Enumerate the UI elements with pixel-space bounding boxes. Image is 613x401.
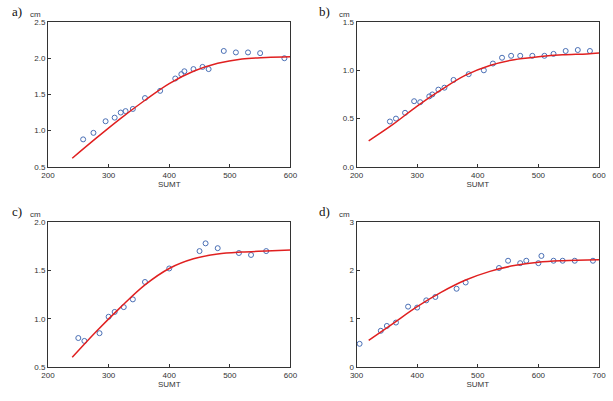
svg-text:200: 200 — [41, 371, 55, 380]
svg-text:1.5: 1.5 — [343, 18, 355, 27]
svg-text:400: 400 — [163, 171, 177, 180]
svg-text:cm: cm — [30, 10, 41, 19]
svg-text:d): d) — [319, 204, 330, 219]
svg-text:2.0: 2.0 — [34, 218, 46, 227]
svg-text:500: 500 — [223, 371, 237, 380]
svg-text:300: 300 — [102, 171, 116, 180]
svg-text:cm: cm — [339, 210, 350, 219]
svg-text:500: 500 — [532, 171, 546, 180]
svg-text:600: 600 — [592, 171, 606, 180]
svg-text:600: 600 — [284, 171, 298, 180]
svg-text:cm: cm — [30, 210, 41, 219]
svg-text:600: 600 — [532, 371, 546, 380]
svg-text:SUMT: SUMT — [158, 180, 181, 189]
svg-text:1.5: 1.5 — [34, 266, 46, 275]
svg-text:0.5: 0.5 — [343, 114, 355, 123]
svg-text:300: 300 — [102, 371, 116, 380]
svg-text:700: 700 — [592, 371, 606, 380]
svg-text:500: 500 — [223, 171, 237, 180]
svg-text:500: 500 — [471, 371, 485, 380]
svg-text:0: 0 — [350, 363, 355, 372]
svg-text:3: 3 — [350, 218, 355, 227]
svg-text:200: 200 — [41, 171, 55, 180]
svg-text:1.5: 1.5 — [34, 90, 46, 99]
svg-text:0.5: 0.5 — [34, 163, 46, 172]
svg-text:SUMT: SUMT — [158, 380, 181, 389]
svg-text:2.5: 2.5 — [34, 18, 46, 27]
svg-text:200: 200 — [350, 171, 364, 180]
svg-text:600: 600 — [284, 371, 298, 380]
svg-text:a): a) — [12, 4, 22, 19]
svg-text:SUMT: SUMT — [466, 380, 489, 389]
svg-text:c): c) — [12, 204, 22, 219]
svg-text:400: 400 — [471, 171, 485, 180]
svg-text:SUMT: SUMT — [466, 180, 489, 189]
svg-text:400: 400 — [410, 371, 424, 380]
svg-text:b): b) — [319, 4, 330, 19]
svg-text:1.0: 1.0 — [34, 126, 46, 135]
svg-text:1.0: 1.0 — [343, 66, 355, 75]
svg-text:400: 400 — [163, 371, 177, 380]
svg-text:300: 300 — [350, 371, 364, 380]
svg-text:2: 2 — [350, 266, 355, 275]
svg-text:0.5: 0.5 — [34, 363, 46, 372]
svg-text:0.0: 0.0 — [343, 163, 355, 172]
svg-text:2.0: 2.0 — [34, 54, 46, 63]
svg-text:cm: cm — [339, 10, 350, 19]
svg-text:1.0: 1.0 — [34, 315, 46, 324]
svg-text:300: 300 — [410, 171, 424, 180]
svg-text:1: 1 — [350, 315, 355, 324]
